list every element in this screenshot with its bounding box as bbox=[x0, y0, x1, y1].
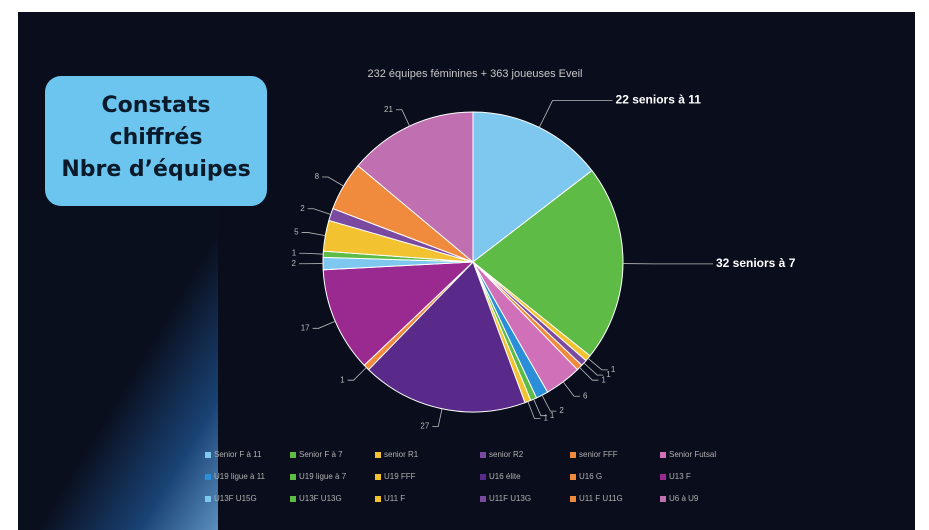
data-label: 5 bbox=[294, 228, 299, 237]
data-label: 8 bbox=[315, 172, 320, 181]
leader-line bbox=[432, 408, 443, 427]
legend-label: U13F U13G bbox=[299, 494, 342, 503]
legend-label: U19 ligue à 7 bbox=[299, 472, 347, 481]
data-label: 21 bbox=[384, 105, 393, 114]
data-label: 1 bbox=[606, 370, 611, 379]
data-label: 1 bbox=[550, 411, 555, 420]
leader-line bbox=[541, 394, 557, 412]
pie-slice bbox=[472, 111, 593, 264]
legend-label: Senior Futsal bbox=[669, 450, 716, 459]
leader-line bbox=[587, 357, 608, 371]
legend-label: U19 ligue à 11 bbox=[214, 472, 266, 481]
legend-label: U13 F bbox=[669, 472, 691, 481]
data-label: 22 seniors à 11 bbox=[616, 93, 702, 107]
info-box bbox=[45, 76, 267, 206]
data-label: 1 bbox=[601, 375, 606, 384]
box-line: Nbre d’équipes bbox=[61, 157, 250, 182]
legend-label: U19 FFF bbox=[384, 472, 416, 481]
data-label: 1 bbox=[543, 413, 548, 422]
leader-line bbox=[322, 176, 344, 187]
legend-label: senior R1 bbox=[384, 450, 419, 459]
legend-label: U11F U13G bbox=[489, 494, 531, 503]
data-label: 32 seniors à 7 bbox=[716, 256, 796, 270]
legend-swatch bbox=[205, 496, 211, 502]
pie-slice bbox=[322, 261, 475, 366]
leader-line bbox=[312, 320, 336, 329]
leader-line bbox=[307, 208, 331, 215]
leader-line bbox=[527, 401, 541, 419]
legend-swatch bbox=[205, 474, 211, 480]
legend-swatch bbox=[375, 452, 381, 458]
leader-line bbox=[347, 367, 367, 381]
legend-label: U16 élite bbox=[489, 472, 521, 481]
legend-label: Senior F à 7 bbox=[299, 450, 343, 459]
legend-swatch bbox=[290, 496, 296, 502]
legend-swatch bbox=[660, 474, 666, 480]
box-line: chiffrés bbox=[110, 125, 203, 150]
legend-swatch bbox=[660, 496, 666, 502]
box-line: Constats bbox=[102, 93, 211, 118]
legend-swatch bbox=[290, 452, 296, 458]
legend-swatch bbox=[375, 474, 381, 480]
data-label: 1 bbox=[611, 365, 616, 374]
chart-title: 232 équipes féminines + 363 joueuses Eve… bbox=[368, 68, 583, 80]
leader-line bbox=[301, 232, 326, 237]
data-label: 17 bbox=[301, 323, 310, 332]
data-label: 2 bbox=[559, 406, 564, 415]
data-label: 2 bbox=[300, 204, 305, 213]
pie-slice bbox=[367, 261, 526, 413]
leader-line bbox=[299, 252, 324, 255]
legend-label: U16 G bbox=[579, 472, 602, 481]
legend-label: U6 à U9 bbox=[669, 494, 699, 503]
leader-line bbox=[533, 399, 547, 417]
leader-line bbox=[562, 381, 580, 397]
legend-swatch bbox=[480, 496, 486, 502]
legend-label: U11 F U11G bbox=[579, 494, 623, 503]
data-label: 2 bbox=[292, 259, 297, 268]
legend-swatch bbox=[570, 452, 576, 458]
legend-swatch bbox=[570, 474, 576, 480]
legend-swatch bbox=[290, 474, 296, 480]
leader-line bbox=[579, 367, 599, 381]
data-label: 27 bbox=[420, 421, 429, 430]
light-streak bbox=[18, 200, 218, 530]
legend-label: U11 F bbox=[384, 494, 405, 503]
legend-swatch bbox=[205, 452, 211, 458]
data-label: 1 bbox=[292, 248, 297, 257]
data-label: 1 bbox=[340, 375, 345, 384]
data-label: 6 bbox=[583, 391, 588, 400]
leader-line bbox=[538, 100, 613, 128]
legend-label: senior R2 bbox=[489, 450, 524, 459]
legend-swatch bbox=[375, 496, 381, 502]
legend-label: Senior F à 11 bbox=[214, 450, 262, 459]
legend-label: senior FFF bbox=[579, 450, 618, 459]
leader-line bbox=[395, 109, 410, 127]
legend-label: U13F U15G bbox=[214, 494, 257, 503]
legend-swatch bbox=[480, 474, 486, 480]
pie-slice bbox=[357, 111, 474, 264]
legend-swatch bbox=[480, 452, 486, 458]
legend-swatch bbox=[570, 496, 576, 502]
leader-line bbox=[583, 362, 604, 376]
legend-swatch bbox=[660, 452, 666, 458]
